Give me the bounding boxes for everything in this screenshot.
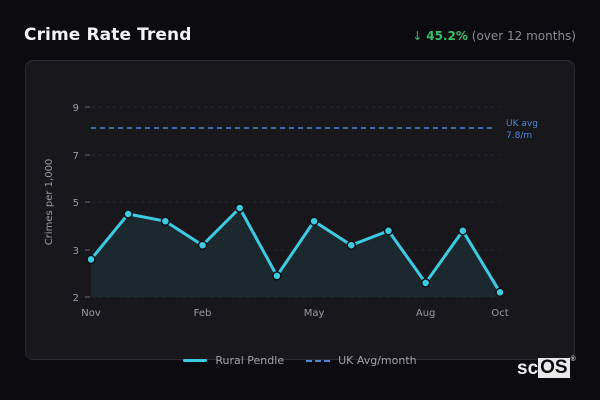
x-tick-label: Feb [194,308,212,319]
registered-mark-icon: ® [570,356,576,363]
data-point[interactable] [234,203,245,213]
legend-label: UK Avg/month [338,354,417,367]
y-tick-label: 9 [73,103,79,114]
y-axis-label: Crimes per 1,000 [44,159,55,246]
x-tick-label: Nov [81,308,101,319]
x-tick-label: May [304,308,325,319]
legend-item-rural-pendle[interactable]: Rural Pendle [183,354,284,367]
data-point[interactable] [458,226,468,236]
down-arrow-icon: ↓ [412,29,423,43]
data-point[interactable] [309,216,319,226]
data-point[interactable] [272,271,282,281]
x-axis: Nov Feb May Aug Oct [81,308,508,319]
dashed-line-swatch-icon [306,359,331,362]
x-tick-label: Oct [491,308,508,319]
change-period: (over 12 months) [471,29,576,43]
legend-item-uk-avg[interactable]: UK Avg/month [306,354,417,367]
scos-logo: sc OS ® [517,356,576,380]
data-points [86,203,505,298]
y-tick-label: 2 [73,293,79,304]
chart-card [25,60,575,360]
data-point[interactable] [197,240,208,250]
series-area [91,208,500,297]
x-tick-label: Aug [416,308,436,319]
data-point[interactable] [123,209,133,219]
data-point[interactable] [420,278,431,288]
legend-label: Rural Pendle [215,354,285,367]
logo-prefix: sc [517,358,539,379]
uk-average-annotation: UK avg [506,119,538,129]
data-point[interactable] [160,216,171,226]
series-line [89,206,502,294]
logo-highlight: OS [538,357,570,378]
solid-line-swatch-icon [183,359,208,362]
chart-legend: Rural Pendle UK Avg/month [0,354,600,367]
y-tick-label: 7 [73,151,79,162]
change-percent: 45.2% [426,29,468,43]
page-title: Crime Rate Trend [24,25,192,45]
data-point[interactable] [383,226,394,236]
y-axis: 9 7 5 3 2 [73,103,90,304]
change-summary: ↓ 45.2% (over 12 months) [412,29,576,43]
y-tick-label: 3 [73,246,79,257]
data-point[interactable] [495,287,505,298]
y-tick-label: 5 [73,198,79,209]
uk-average-annotation-value: 7.8/m [506,131,532,141]
data-point[interactable] [346,240,357,250]
data-point[interactable] [86,254,96,265]
